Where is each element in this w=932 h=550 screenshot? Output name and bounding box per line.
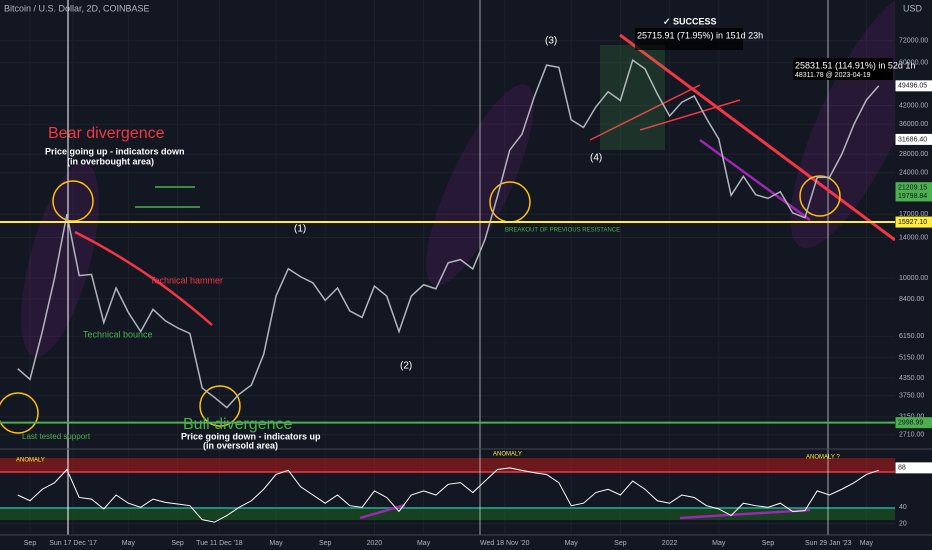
price-tag <box>895 80 932 92</box>
price-tag <box>895 133 932 145</box>
x-tick-label: May <box>860 540 874 547</box>
highlight-circle <box>0 392 39 434</box>
annotation: (2) <box>400 361 412 372</box>
y-axis-panel <box>895 0 932 535</box>
x-tick-label: May <box>565 540 579 547</box>
annotation: Technical hammer <box>150 275 223 285</box>
price-tag <box>895 417 932 429</box>
price-tag-label: 31686.40 <box>898 136 927 143</box>
annotation: 25831.51 (114.91%) in 52d 1h <box>795 60 915 70</box>
annotation: Technical bounce <box>83 329 153 339</box>
annotation: ANOMALY ? <box>806 455 840 461</box>
y-tick-label: 40 <box>899 504 907 511</box>
y-tick-label: 10000.00 <box>899 275 928 282</box>
y-tick-label: 3150.00 <box>899 414 924 421</box>
highlight-circle <box>799 175 841 217</box>
y-tick-label: 24000.00 <box>899 170 928 177</box>
annotation: (4) <box>590 153 602 164</box>
annotation: Price going up - indicators down <box>45 146 185 156</box>
highlight-circle <box>199 385 241 427</box>
overbought-zone <box>0 458 895 472</box>
divergence-line <box>679 508 811 520</box>
channel-line <box>589 84 701 141</box>
x-tick-label: Wed 18 Nov '20 <box>480 540 530 547</box>
y-tick-label: 36000.00 <box>899 121 928 128</box>
resistance-line <box>619 33 896 242</box>
y-tick-label: 42000.00 <box>899 102 928 109</box>
annotation: ANOMALY <box>16 458 45 464</box>
x-tick-label: Sep <box>614 540 627 547</box>
hammer-curve <box>74 230 213 326</box>
annotation-box <box>793 58 893 80</box>
x-tick-label: 2020 <box>367 540 383 547</box>
annotation: Bull divergence <box>183 416 293 433</box>
x-tick-label: Sep <box>762 540 775 547</box>
x-tick-label: Tue 11 Dec '18 <box>196 540 243 547</box>
y-tick-label: 72000.00 <box>899 38 928 45</box>
annotation: ✓ SUCCESS <box>663 16 717 26</box>
price-tag <box>895 216 932 228</box>
y-tick-label: 14000.00 <box>899 234 928 241</box>
annotation: (in oversold area) <box>203 440 278 450</box>
x-tick-label: Sun 17 Dec '17 <box>49 540 97 547</box>
y-tick-label: 17000.00 <box>899 211 928 218</box>
annotation: (1) <box>294 224 306 235</box>
price-tag-label: 21209.15 <box>898 184 927 191</box>
grid <box>0 0 895 535</box>
y-axis-label: USD <box>903 3 923 13</box>
price-tag-label: 49496.05 <box>898 83 927 90</box>
annotation: Bear divergence <box>48 125 165 142</box>
annotation: (3) <box>545 36 557 47</box>
highlight <box>21 163 99 357</box>
annotation: 48311.78 @ 2023-04-19 <box>795 72 871 79</box>
y-tick-label: 5150.00 <box>899 355 924 362</box>
annotation-box <box>635 28 743 50</box>
highlight <box>790 0 930 249</box>
y-tick-label: 28000.00 <box>899 151 928 158</box>
highlight-circle <box>52 180 94 222</box>
x-tick-label: Sun 29 Jan '23 <box>805 540 852 547</box>
series-line <box>17 467 879 523</box>
y-tick-label: 2710.00 <box>899 432 924 439</box>
divergence-line <box>359 503 406 520</box>
chart-title: Bitcoin / U.S. Dollar, 2D, COINBASE <box>4 3 150 13</box>
channel-line <box>639 99 741 131</box>
divergence-line <box>699 138 811 222</box>
annotation: 25715.91 (71.95%) in 151d 23h <box>637 30 763 40</box>
marks <box>0 58 895 523</box>
y-tick-label: 20 <box>899 521 907 528</box>
annotation: (in overbought area) <box>67 156 154 166</box>
annotation: ANOMALY <box>493 452 522 458</box>
price-tag-label: 15927.10 <box>898 219 927 226</box>
x-tick-label: May <box>122 540 136 547</box>
annotation: Price going down - indicators up <box>181 431 321 441</box>
y-tick-label: 60000.00 <box>899 60 928 67</box>
annotation: Last tested support <box>22 432 91 441</box>
y-tick-label: 6150.00 <box>899 333 924 340</box>
annotation: BREAKOUT OF PREVIOUS RESISTANCE <box>505 228 620 234</box>
x-tick-label: Sep <box>24 540 37 547</box>
y-tick-label: 4350.00 <box>899 375 924 382</box>
x-tick-label: Sep <box>319 540 332 547</box>
x-tick-label: 2022 <box>662 540 678 547</box>
price-tag-label: 88 <box>898 465 906 472</box>
x-tick-label: May <box>417 540 431 547</box>
x-tick-label: May <box>269 540 283 547</box>
x-tick-label: May <box>712 540 726 547</box>
x-tick-label: Sep <box>171 540 184 547</box>
price-tag-label: 2998.99 <box>898 419 923 426</box>
series-line <box>17 58 880 409</box>
y-tick-label: 3750.00 <box>899 393 924 400</box>
price-tag-label: 19798.84 <box>898 193 927 200</box>
y-tick-label: 8400.00 <box>899 296 924 303</box>
price-tag <box>895 462 932 474</box>
price-tag <box>895 190 932 202</box>
